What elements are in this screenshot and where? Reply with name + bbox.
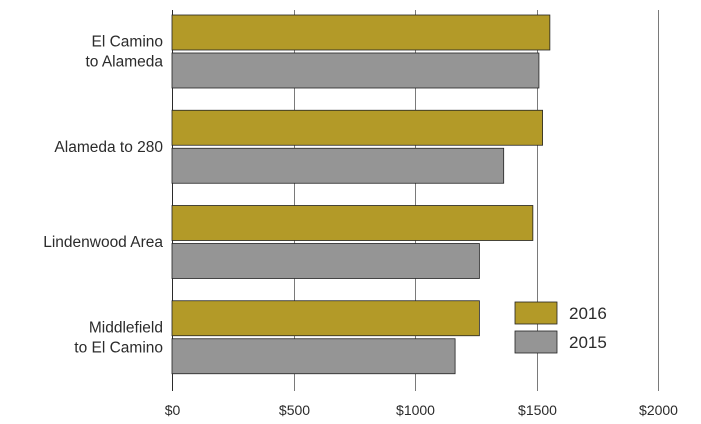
bar-2015 xyxy=(171,147,505,184)
x-tick-label: $1000 xyxy=(396,402,435,418)
category-label: Middlefield to El Camino xyxy=(74,319,163,356)
legend: 2016 2015 xyxy=(514,301,607,354)
x-axis: $0 $500 $1000 $1500 $2000 xyxy=(165,402,678,418)
bar-2015 xyxy=(171,243,480,279)
category-label-line: El Camino xyxy=(92,34,164,51)
legend-swatch-2015 xyxy=(514,330,558,354)
x-tick-label: $500 xyxy=(279,402,310,418)
category-label: Lindenwood Area xyxy=(43,234,163,251)
bar-2015 xyxy=(171,52,540,89)
x-tick-label: $1500 xyxy=(518,402,557,418)
category-label-line: Middlefield xyxy=(89,319,163,336)
category-label: El Camino to Alameda xyxy=(85,34,163,71)
legend-label-2015: 2015 xyxy=(569,333,607,352)
category-label-line: to El Camino xyxy=(74,339,163,356)
category-label-line: to Alameda xyxy=(85,54,163,71)
bar-2016 xyxy=(171,205,534,241)
category-label: Alameda to 280 xyxy=(54,139,163,156)
bar-2016 xyxy=(171,300,480,337)
legend-label-2016: 2016 xyxy=(569,304,607,323)
category-label-line: Alameda to 280 xyxy=(54,139,163,156)
x-tick-label: $2000 xyxy=(639,402,678,418)
category-label-line: Lindenwood Area xyxy=(43,234,163,251)
bar-2015 xyxy=(171,338,456,375)
bar-2016 xyxy=(171,109,543,146)
bar-2016 xyxy=(171,14,551,51)
legend-swatch-2016 xyxy=(514,301,558,325)
bars xyxy=(171,14,551,375)
category-labels: El Camino to Alameda Alameda to 280 Lindenw… xyxy=(43,34,163,357)
x-tick-label: $0 xyxy=(165,402,181,418)
